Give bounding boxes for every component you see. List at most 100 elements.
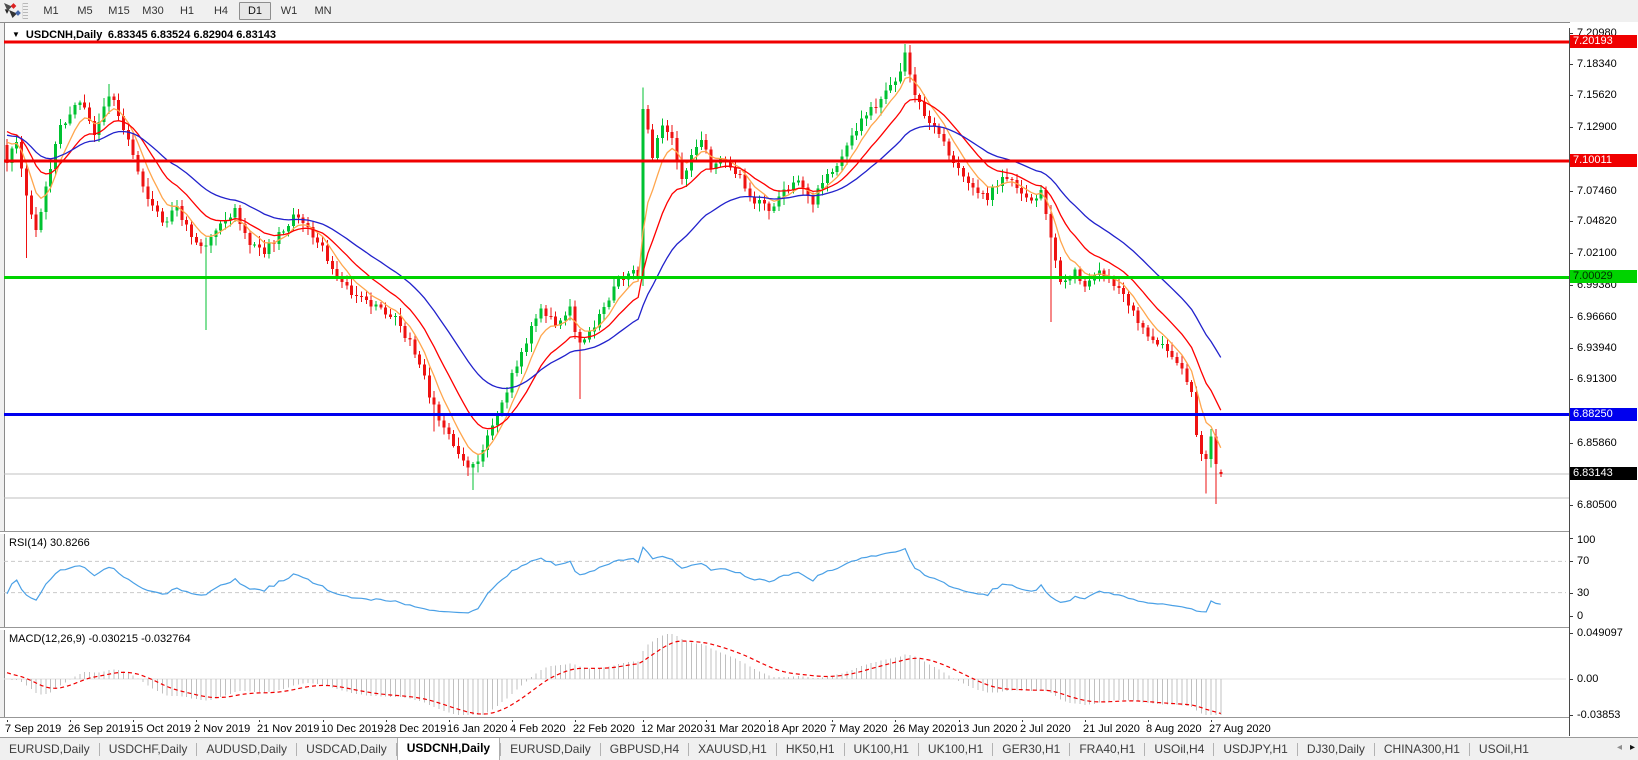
date-axis[interactable]: 7 Sep 2019 26 Sep 2019 15 Oct 2019 2 Nov 20…: [0, 719, 1569, 737]
symbol-tab-XAUUSD-H1[interactable]: XAUUSD,H1: [698, 741, 767, 756]
symbol-tab-USDCAD-Daily[interactable]: USDCAD,Daily: [306, 741, 387, 756]
chart-objects-icon[interactable]: [3, 3, 21, 19]
price-tick-label: 7.07460: [1577, 185, 1617, 197]
panel-splitter[interactable]: [0, 627, 1638, 630]
date-label: 26 May 2020: [893, 723, 957, 735]
price-tick-mark: [1569, 95, 1573, 96]
date-label: 2 Jul 2020: [1020, 723, 1071, 735]
tab-separator: [843, 742, 845, 756]
level-price-badge: 7.10011: [1570, 154, 1637, 167]
symbol-tab-FRA40-H1[interactable]: FRA40,H1: [1079, 741, 1136, 756]
timeframe-toolbar: ▾ M1 M5 M15 M30 H1 H4 D1 W1 MN: [0, 0, 1638, 23]
timeframe-button-W1[interactable]: W1: [280, 5, 298, 17]
date-label: 2 Nov 2019: [194, 723, 251, 735]
macd-tick-mark: [1569, 715, 1573, 716]
tab-separator: [196, 742, 198, 756]
date-tick-mark: [1022, 719, 1023, 722]
timeframe-button-M30[interactable]: M30: [142, 5, 164, 17]
chart-menu-triangle-icon[interactable]: ▼: [12, 30, 20, 39]
date-label: 13 Jun 2020: [957, 723, 1018, 735]
rsi-tick-label: 0: [1577, 610, 1584, 622]
ma-line-slow: [6, 125, 1222, 390]
macd-indicator-panel[interactable]: [0, 629, 1569, 717]
macd-signal-line: [6, 640, 1221, 715]
panel-splitter[interactable]: [0, 717, 1638, 720]
candles: [5, 44, 1223, 504]
price-tick-label: 7.02100: [1577, 247, 1617, 259]
macd-label: MACD(12,26,9) -0.030215 -0.032764: [9, 633, 191, 645]
tab-separator: [688, 742, 690, 756]
date-tick-mark: [959, 719, 960, 722]
symbol-tab-GER30-H1[interactable]: GER30,H1: [1002, 741, 1061, 756]
symbol-tab-AUDUSD-Daily[interactable]: AUDUSD,Daily: [206, 741, 288, 756]
price-axis[interactable]: 7.20980 7.18340 7.15620 7.12900 7.07460 7.048…: [1569, 22, 1638, 736]
price-tick-mark: [1569, 348, 1573, 349]
price-tick-label: 7.04820: [1577, 215, 1617, 227]
timeframe-button-M5[interactable]: M5: [77, 5, 93, 17]
level-price-badge: 6.88250: [1570, 408, 1637, 421]
main-price-chart[interactable]: [0, 28, 1569, 531]
symbol-tab-CHINA300-H1[interactable]: CHINA300,H1: [1383, 741, 1460, 756]
tab-separator: [296, 742, 298, 756]
symbol-tab-HK50-H1[interactable]: HK50,H1: [785, 741, 835, 756]
symbol-tab-USDCHF-Daily[interactable]: USDCHF,Daily: [108, 741, 188, 756]
price-tick-label: 6.96660: [1577, 311, 1617, 323]
tab-scroll-left-icon[interactable]: ◂: [1616, 742, 1622, 753]
price-tick-label: 7.18340: [1577, 58, 1617, 70]
chevron-down-icon[interactable]: ▾: [4, 5, 10, 16]
timeframe-button-MN[interactable]: MN: [314, 5, 332, 17]
panel-splitter[interactable]: [0, 531, 1638, 534]
date-label: 28 Dec 2019: [384, 723, 447, 735]
tab-separator: [1144, 742, 1146, 756]
macd-tick-mark: [1569, 679, 1573, 680]
price-tick-mark: [1569, 127, 1573, 128]
date-tick-mark: [7, 719, 8, 722]
symbol-tab-UK100-H1[interactable]: UK100,H1: [927, 741, 984, 756]
symbol-tab-UK100-H1[interactable]: UK100,H1: [853, 741, 909, 756]
date-label: 7 May 2020: [830, 723, 888, 735]
price-tick-mark: [1569, 191, 1573, 192]
tab-separator: [1373, 742, 1375, 756]
date-tick-mark: [575, 719, 576, 722]
date-label: 10 Dec 2019: [321, 723, 384, 735]
timeframe-button-H4[interactable]: H4: [213, 5, 229, 17]
timeframe-button-M1[interactable]: M1: [43, 5, 59, 17]
tab-separator: [395, 742, 397, 756]
symbol-tab-EURUSD-Daily[interactable]: EURUSD,Daily: [9, 741, 90, 756]
date-label: 26 Sep 2019: [68, 723, 131, 735]
timeframe-button-M15[interactable]: M15: [108, 5, 130, 17]
price-axis-line: [1569, 28, 1570, 736]
tab-scroll-right-icon[interactable]: ▸: [1629, 742, 1635, 753]
symbol-tab-EURUSD-Daily[interactable]: EURUSD,Daily: [510, 741, 591, 756]
date-tick-mark: [196, 719, 197, 722]
rsi-line: [6, 546, 1221, 614]
tab-separator: [98, 742, 100, 756]
rsi-tick-label: 70: [1577, 555, 1590, 567]
rsi-tick-mark: [1569, 616, 1573, 617]
macd-tick-mark: [1569, 633, 1573, 634]
toolbar-grip-handle[interactable]: [22, 3, 28, 19]
tab-separator: [1468, 742, 1470, 756]
price-tick-mark: [1569, 317, 1573, 318]
tab-separator: [1296, 742, 1298, 756]
tab-separator: [917, 742, 919, 756]
date-tick-mark: [259, 719, 260, 722]
symbol-tab-USDJPY-H1[interactable]: USDJPY,H1: [1223, 741, 1288, 756]
tab-scroll-arrows: ◂ ▸: [1610, 738, 1635, 758]
macd-tick-label: 0.00: [1577, 673, 1599, 685]
chart-window: [0, 22, 1638, 738]
price-tick-mark: [1569, 443, 1573, 444]
date-label: 4 Feb 2020: [510, 723, 566, 735]
symbol-tab-USDCNH-Daily[interactable]: USDCNH,Daily: [396, 738, 501, 760]
symbol-tab-USOil-H4[interactable]: USOil,H4: [1154, 741, 1205, 756]
symbol-tab-GBPUSD-H4[interactable]: GBPUSD,H4: [609, 741, 680, 756]
timeframe-button-H1[interactable]: H1: [179, 5, 195, 17]
rsi-indicator-panel[interactable]: [0, 533, 1569, 627]
timeframe-button-D1[interactable]: D1: [239, 2, 271, 20]
symbol-tab-USOil-H1[interactable]: USOil,H1: [1478, 741, 1529, 756]
symbol-tab-DJ30-Daily[interactable]: DJ30,Daily: [1306, 741, 1365, 756]
ma-line-mid: [6, 98, 1222, 430]
date-label: 7 Sep 2019: [5, 723, 62, 735]
ma-line-fast: [6, 76, 1222, 456]
date-tick-mark: [323, 719, 324, 722]
